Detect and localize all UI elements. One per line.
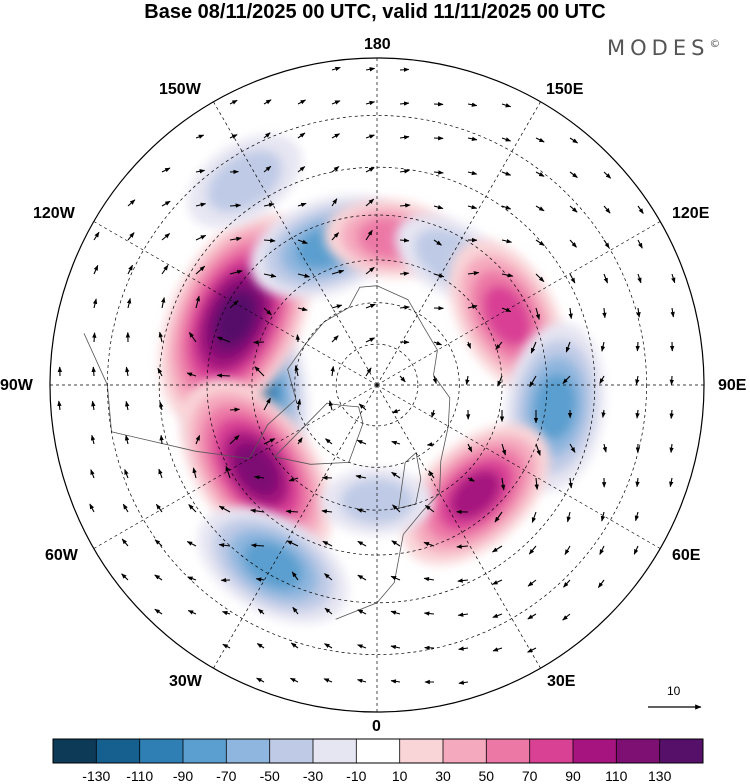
colorbar-swatch — [486, 739, 530, 763]
colorbar-swatch — [140, 739, 184, 763]
colorbar-swatch — [616, 739, 660, 763]
wind-vector — [672, 376, 673, 385]
colorbar-swatch — [183, 739, 227, 763]
colorbar-tick-label: -90 — [161, 768, 205, 784]
colorbar-swatch — [400, 739, 444, 763]
lon-label-120w: 120W — [33, 205, 75, 223]
colorbar-swatch — [313, 739, 357, 763]
colorbar-swatch — [356, 739, 400, 763]
colorbar-tick-label: 30 — [421, 768, 465, 784]
colorbar-swatch — [573, 739, 617, 763]
wind-vector — [637, 342, 638, 351]
colorbar-tick-label: -30 — [291, 768, 335, 784]
colorbar-tick-label: -50 — [248, 768, 292, 784]
wind-vector — [230, 409, 240, 410]
colorbar-tick-label: -110 — [118, 768, 162, 784]
lon-label-150w: 150W — [159, 81, 201, 99]
colorbar-tick-label: 50 — [464, 768, 508, 784]
colorbar — [53, 739, 704, 763]
colorbar-tick-label: 10 — [378, 768, 422, 784]
lon-label-90e: 90E — [718, 377, 746, 395]
wind-vector — [400, 69, 409, 70]
colorbar-tick-label: 90 — [551, 768, 595, 784]
lon-label-30e: 30E — [547, 673, 575, 691]
colorbar-swatch — [96, 739, 140, 763]
vector-reference-label: 10 — [667, 684, 680, 698]
colorbar-tick-label: 70 — [508, 768, 552, 784]
colorbar-tick-label: -130 — [74, 768, 118, 784]
colorbar-swatch — [660, 739, 704, 763]
lon-label-180: 180 — [364, 36, 391, 54]
colorbar-swatch — [53, 739, 97, 763]
wind-vector — [94, 333, 95, 342]
lon-label-30w: 30W — [169, 673, 202, 691]
wind-vector — [297, 335, 298, 342]
lon-label-90w: 90W — [0, 377, 33, 395]
lon-label-0: 0 — [372, 718, 381, 736]
lon-label-60w: 60W — [45, 547, 78, 565]
wind-vector — [93, 367, 94, 376]
lon-label-150e: 150E — [546, 81, 583, 99]
wind-vector — [254, 342, 264, 343]
colorbar-swatch — [443, 739, 487, 763]
map-background — [40, 50, 720, 730]
colorbar-tick-label: 130 — [638, 768, 682, 784]
colorbar-swatch — [226, 739, 270, 763]
wind-vector — [217, 375, 230, 376]
lon-label-60e: 60E — [672, 547, 700, 565]
lon-label-120e: 120E — [672, 205, 709, 223]
colorbar-tick-label: -10 — [334, 768, 378, 784]
colorbar-swatch — [270, 739, 314, 763]
colorbar-tick-label: 110 — [594, 768, 638, 784]
colorbar-swatch — [530, 739, 574, 763]
colorbar-tick-label: -70 — [204, 768, 248, 784]
